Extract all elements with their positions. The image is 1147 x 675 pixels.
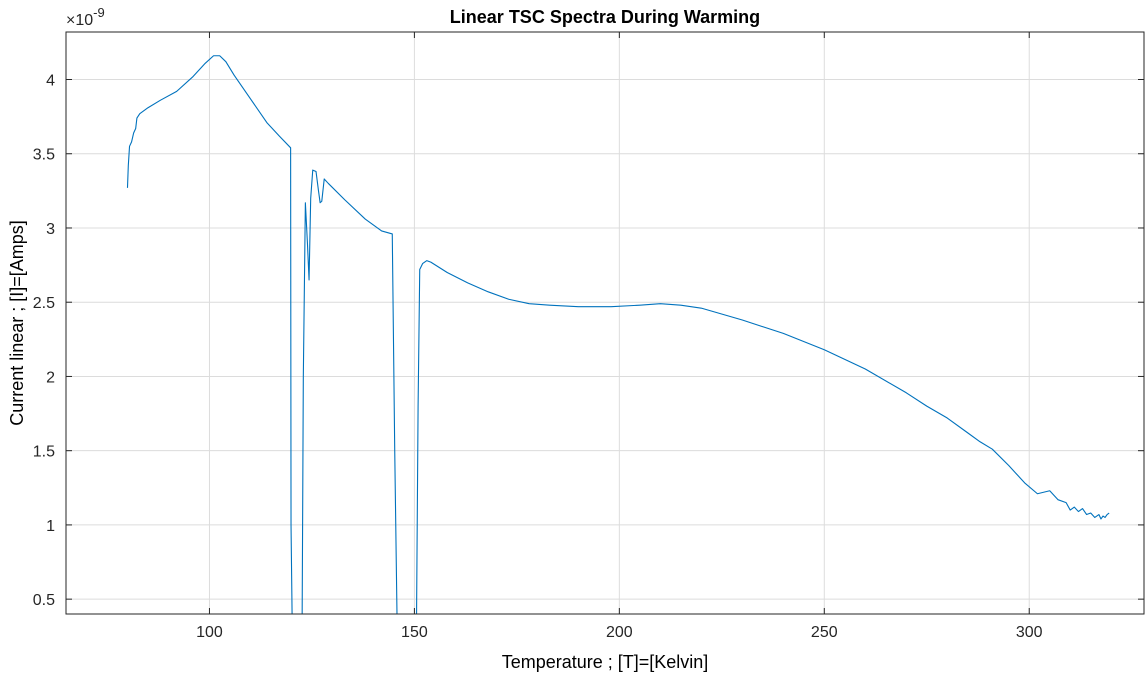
y-tick-label: 2.5 <box>33 295 55 312</box>
axes-frame <box>65 31 1145 615</box>
series-line <box>126 55 1110 614</box>
grid-lines <box>66 32 1144 614</box>
y-tick-label: 1 <box>46 518 55 535</box>
x-tick-label: 100 <box>196 624 223 641</box>
x-axis-label: Temperature ; [T]=[Kelvin] <box>502 652 709 672</box>
y-tick-label: 0.5 <box>33 592 55 609</box>
y-axis-exponent-base: ×10 <box>66 12 93 29</box>
x-tick-label: 150 <box>401 624 428 641</box>
ticks <box>66 32 1144 614</box>
y-tick-label: 3 <box>46 221 55 238</box>
x-tick-label: 200 <box>606 624 633 641</box>
y-axis-exponent-power: -9 <box>93 5 105 20</box>
y-tick-label: 2 <box>46 369 55 386</box>
series-layer <box>126 55 1110 614</box>
y-tick-label: 3.5 <box>33 147 55 164</box>
chart-title: Linear TSC Spectra During Warming <box>450 7 760 27</box>
tick-labels: 100 150 200 250 300 0.5 1 1.5 2 2.5 3 3.5 4 <box>33 73 1043 641</box>
y-tick-label: 4 <box>46 73 55 90</box>
x-tick-label: 300 <box>1016 624 1043 641</box>
x-tick-label: 250 <box>811 624 838 641</box>
y-axis-exponent: ×10-9 <box>66 5 105 29</box>
y-axis-label: Current linear ; [I]=[Amps] <box>7 220 27 426</box>
axes-background <box>66 32 1144 614</box>
y-tick-label: 1.5 <box>33 444 55 461</box>
